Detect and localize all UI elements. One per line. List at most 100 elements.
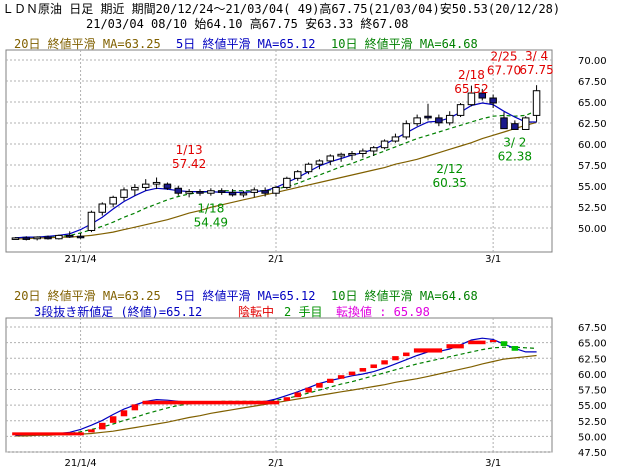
extreme-price-label: 65.52 <box>454 82 488 96</box>
top-panel-frame <box>5 49 553 253</box>
candle-body <box>445 114 454 124</box>
new-price-brick <box>327 378 334 383</box>
top-panel-x-tick: 3/1 <box>485 254 501 265</box>
bottom-panel-y-tick: 50.00 <box>578 432 607 443</box>
new-price-brick <box>142 400 280 405</box>
candle-body <box>87 211 96 231</box>
candle-body <box>326 155 335 162</box>
extreme-date-label: 3/ 2 <box>503 135 526 149</box>
new-price-brick <box>337 375 345 379</box>
candle-body <box>402 123 411 138</box>
candle-body <box>55 234 63 240</box>
candle-body <box>22 237 31 240</box>
extreme-date-label: 2/18 <box>458 68 485 82</box>
candle-body <box>304 163 313 173</box>
legend-ma10-bottom: 10日 終値平滑 MA=64.68 <box>331 289 478 303</box>
candle-body <box>11 237 20 240</box>
candle-body <box>369 147 378 152</box>
new-price-brick <box>12 432 84 436</box>
candle-body <box>391 136 400 142</box>
candle-body <box>196 191 204 194</box>
candle-body <box>380 140 389 149</box>
trend-state: 陰転中 <box>238 305 275 319</box>
extreme-date-label: 1/13 <box>176 143 203 157</box>
candle-body <box>120 189 128 198</box>
extreme-price-label: 54.49 <box>194 216 228 230</box>
candle-body <box>44 236 52 240</box>
candle-body <box>511 123 519 130</box>
extreme-price-label: 57.42 <box>172 157 206 171</box>
bottom-panel-y-tick: 67.50 <box>578 323 607 334</box>
top-panel-y-tick: 65.00 <box>578 98 607 109</box>
extreme-price-label: 62.38 <box>498 149 532 163</box>
candle-body <box>228 191 237 196</box>
candle-body <box>359 150 367 154</box>
new-price-brick <box>500 341 508 346</box>
top-panel-x-tick: 21/1/4 <box>64 254 96 265</box>
candle-body <box>261 190 269 194</box>
top-panel-y-tick: 50.00 <box>578 224 607 235</box>
candle-body <box>435 117 443 124</box>
new-price-brick <box>489 340 497 343</box>
new-price-brick <box>316 382 323 388</box>
candle-body <box>163 183 172 189</box>
new-price-brick <box>120 410 128 417</box>
top-panel-x-tick: 2/1 <box>268 254 284 265</box>
ma5-line-bottom <box>15 337 537 436</box>
reversal-value: 転換値 : 65.98 <box>336 305 430 319</box>
bottom-panel-y-tick: 62.50 <box>578 354 607 365</box>
candle-body <box>456 104 465 116</box>
candle-body <box>521 117 530 130</box>
legend-ma5: 5日 終値平滑 MA=65.12 <box>176 37 316 51</box>
candle-body <box>152 181 161 185</box>
new-price-brick <box>283 397 291 401</box>
legend-ma20: 20日 終値平滑 MA=63.25 <box>14 37 161 51</box>
new-price-brick <box>99 422 106 430</box>
extreme-date-label: 2/12 <box>436 162 463 176</box>
candle-body <box>348 152 356 156</box>
top-panel-y-tick: 67.50 <box>578 77 607 88</box>
bottom-panel-y-tick: 60.00 <box>578 370 607 381</box>
extreme-date-label: 3/ 4 <box>525 49 548 63</box>
bottom-panel-y-tick: 47.50 <box>578 448 607 459</box>
candle-body <box>98 203 107 213</box>
candle-body <box>272 186 280 194</box>
new-price-brick <box>446 344 464 349</box>
extreme-date-label: 2/25 <box>491 50 518 64</box>
top-panel-y-tick: 62.50 <box>578 119 607 130</box>
candle-body <box>413 117 421 125</box>
extreme-price-label: 67.75 <box>519 63 553 77</box>
candle-body <box>478 92 487 99</box>
candle-body <box>217 190 226 193</box>
top-panel-y-tick: 52.50 <box>578 203 607 214</box>
new-price-brick <box>392 356 399 361</box>
candle-body <box>131 186 139 191</box>
legend-ma5-bottom: 5日 終値平滑 MA=65.12 <box>176 289 316 303</box>
new-price-brick <box>359 368 367 372</box>
bottom-panel-x-tick: 3/1 <box>485 458 501 469</box>
new-price-brick <box>403 352 410 357</box>
new-price-brick <box>305 387 312 393</box>
legend-ma10: 10日 終値平滑 MA=64.68 <box>331 37 478 51</box>
new-price-brick <box>511 345 519 351</box>
candle-body <box>467 92 476 106</box>
bottom-panel-y-tick: 57.50 <box>578 386 607 397</box>
candle-body <box>337 153 345 157</box>
top-panel-y-tick: 60.00 <box>578 140 607 151</box>
new-price-brick <box>131 404 139 411</box>
ohlc-summary: 21/03/04 08/10 始64.10 高67.75 安63.33 終67.… <box>86 17 409 31</box>
new-price-brick <box>348 371 356 376</box>
candle-body <box>424 115 432 119</box>
candle-body <box>65 234 74 238</box>
top-panel-y-tick: 55.00 <box>578 182 607 193</box>
chart-title: ＬＤＮ原油 日足 期近 期間20/12/24～21/03/04( 49)高67.… <box>2 2 561 16</box>
new-price-brick <box>294 392 301 398</box>
new-price-info: 3段抜き新値足 (終値)=65.12 <box>34 305 203 319</box>
candle-body <box>239 192 248 196</box>
bottom-panel-frame <box>5 317 553 453</box>
candle-body <box>185 191 193 194</box>
top-panel-y-tick: 70.00 <box>578 56 607 67</box>
candle-body <box>109 196 117 205</box>
candle-body <box>315 160 324 165</box>
